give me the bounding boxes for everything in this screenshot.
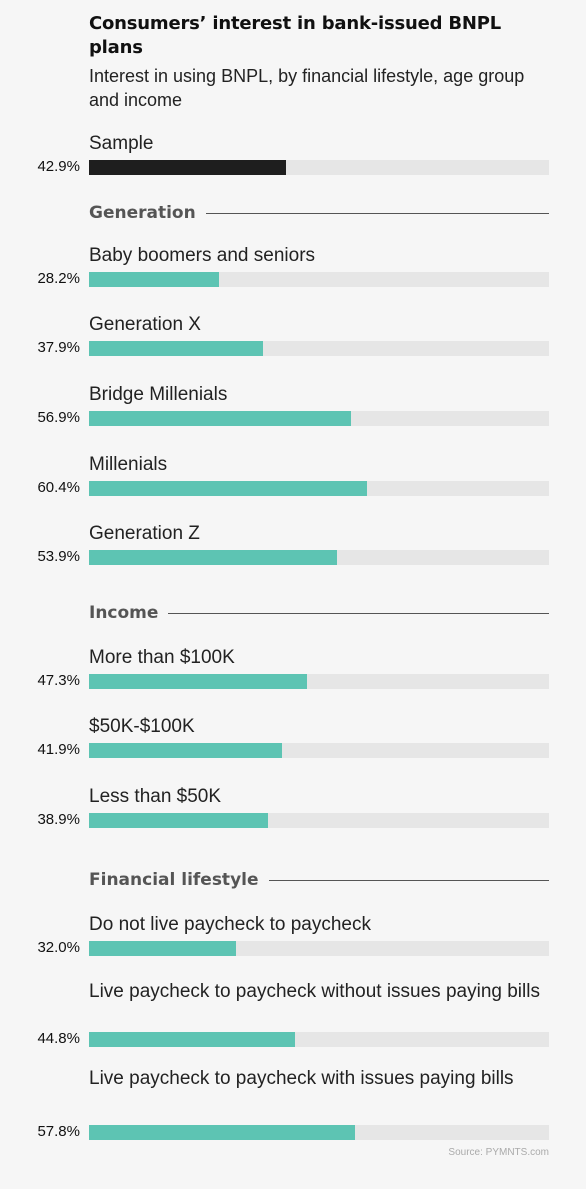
bar-label: Live paycheck to paycheck without issues… <box>89 981 540 1002</box>
bar-value-label: 32.0% <box>37 939 80 956</box>
bar-value-label: 53.9% <box>37 548 80 565</box>
bar-label: $50K-$100K <box>89 716 195 737</box>
bar-value-label: 44.8% <box>37 1030 80 1047</box>
bar-track <box>89 941 549 956</box>
bar-track <box>89 1125 549 1140</box>
bar-label: More than $100K <box>89 647 235 668</box>
bar <box>89 1125 355 1140</box>
bar <box>89 674 307 689</box>
bar-value-label: 42.9% <box>37 158 80 175</box>
bar-track <box>89 272 549 287</box>
bar-value-label: 41.9% <box>37 741 80 758</box>
bar-track <box>89 1032 549 1047</box>
bar-track <box>89 160 549 175</box>
bar-track <box>89 341 549 356</box>
group-header: Generation <box>89 202 549 224</box>
bar-track <box>89 813 549 828</box>
bar-value-label: 28.2% <box>37 270 80 287</box>
bar-value-label: 47.3% <box>37 672 80 689</box>
bar-track <box>89 481 549 496</box>
bar-track <box>89 550 549 565</box>
group-divider <box>268 879 549 881</box>
bar <box>89 743 282 758</box>
bar-value-label: 57.8% <box>37 1123 80 1140</box>
group-divider <box>168 612 549 614</box>
bar-value-label: 56.9% <box>37 409 80 426</box>
group-header: Income <box>89 602 549 624</box>
bar-track <box>89 743 549 758</box>
group-title: Financial lifestyle <box>89 870 259 890</box>
bar <box>89 272 219 287</box>
bar-value-label: 60.4% <box>37 479 80 496</box>
bar-label: Generation X <box>89 314 201 335</box>
bar <box>89 411 351 426</box>
group-title: Income <box>89 603 159 623</box>
bar-label: Bridge Millenials <box>89 384 228 405</box>
bar <box>89 813 268 828</box>
bar <box>89 550 337 565</box>
group-title: Generation <box>89 203 196 223</box>
bar <box>89 341 264 356</box>
bar-value-label: 38.9% <box>37 811 80 828</box>
chart-title: Consumers’ interest in bank-issued BNPL … <box>89 13 502 58</box>
bar-label: Less than $50K <box>89 786 222 807</box>
bar <box>89 481 367 496</box>
bar-value-label: 37.9% <box>37 339 80 356</box>
bar-label: Sample <box>89 133 154 154</box>
bar-label: Generation Z <box>89 523 200 544</box>
group-divider <box>205 212 549 214</box>
bar-label: Baby boomers and seniors <box>89 245 316 266</box>
bar-label: Millenials <box>89 454 168 475</box>
bar-track <box>89 411 549 426</box>
sample-bar <box>89 160 287 175</box>
bar <box>89 1032 296 1047</box>
bar-track <box>89 674 549 689</box>
bar <box>89 941 237 956</box>
group-header: Financial lifestyle <box>89 869 549 891</box>
bar-label: Live paycheck to paycheck with issues pa… <box>89 1068 514 1089</box>
chart-subtitle: Interest in using BNPL, by financial lif… <box>89 66 525 110</box>
source-note: Source: PYMNTS.com <box>448 1147 549 1158</box>
bar-label: Do not live paycheck to paycheck <box>89 914 371 935</box>
